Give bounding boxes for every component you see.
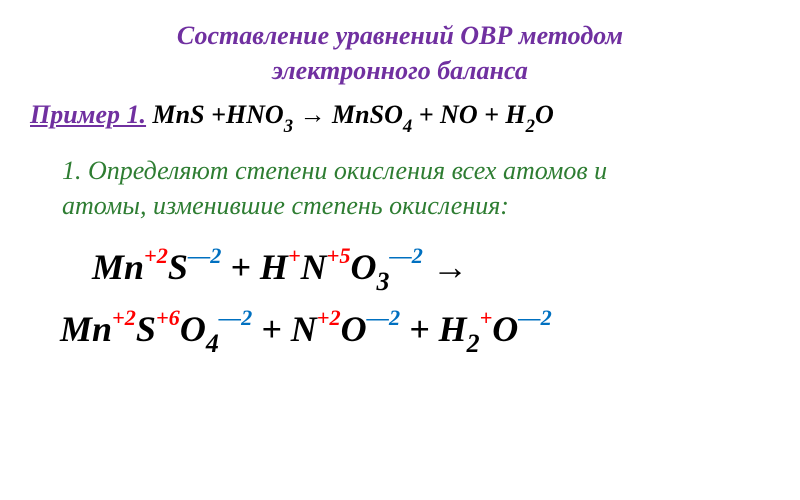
atom-o: O [351,247,377,287]
rx-p3: + NO + H [412,100,525,129]
ox-o3: —2 [367,305,400,330]
atom-o3: O [341,309,367,349]
oxidation-equation-line-2: Mn+2S+6O4—2 + N+2O—2 + H2+O—2 [30,308,770,356]
example-line: Пример 1. MnS +HNO3 → MnSO4 + NO + H2O [30,100,770,135]
desc-line-1: 1. Определяют степени окисления всех ато… [62,156,607,185]
atom-n2: N [291,309,317,349]
desc-line-2: атомы, изменившие степень окисления: [62,191,509,220]
atom-mn: Mn [92,247,144,287]
rx-s1: 3 [284,116,293,137]
slide-title: Составление уравнений ОВР методом электр… [30,18,770,88]
plus3: + [400,309,439,349]
atom-mn2: Mn [60,309,112,349]
rx-p1: MnS +HNO [153,100,284,129]
atom-h: H [260,247,288,287]
ox-mn: +2 [144,243,168,268]
ox-o2: —2 [219,305,252,330]
atom-n: N [301,247,327,287]
title-line-2: электронного баланса [272,56,528,85]
rx-s2: 4 [403,116,412,137]
ox-h: + [288,243,301,268]
reaction-equation: MnS +HNO3 → MnSO4 + NO + H2O [153,100,554,129]
ox-n: +5 [327,243,351,268]
plus: + [221,247,260,287]
oxidation-equation-line-1: Mn+2S—2 + H+N+5O3—2 → [30,246,770,294]
ox-o4: —2 [518,305,551,330]
rx-s3: 2 [526,116,535,137]
ox-o: —2 [389,243,422,268]
sub-4: 4 [206,329,219,358]
example-label: Пример 1. [30,100,146,129]
rx-p4: O [535,100,554,129]
atom-o4: O [492,309,518,349]
description: 1. Определяют степени окисления всех ато… [30,153,770,223]
ox-n2: +2 [317,305,341,330]
sub-3: 3 [377,267,390,296]
ox-mn2: +2 [112,305,136,330]
atom-o2: O [180,309,206,349]
ox-s2: +6 [156,305,180,330]
ox-h2: + [480,305,493,330]
rx-p2: → MnSO [293,100,403,129]
plus2: + [252,309,291,349]
atom-h2: H [439,309,467,349]
atom-s2: S [136,309,156,349]
ox-s: —2 [188,243,221,268]
atom-s: S [168,247,188,287]
title-line-1: Составление уравнений ОВР методом [177,21,623,50]
sub-2: 2 [467,329,480,358]
arrow: → [423,247,468,287]
